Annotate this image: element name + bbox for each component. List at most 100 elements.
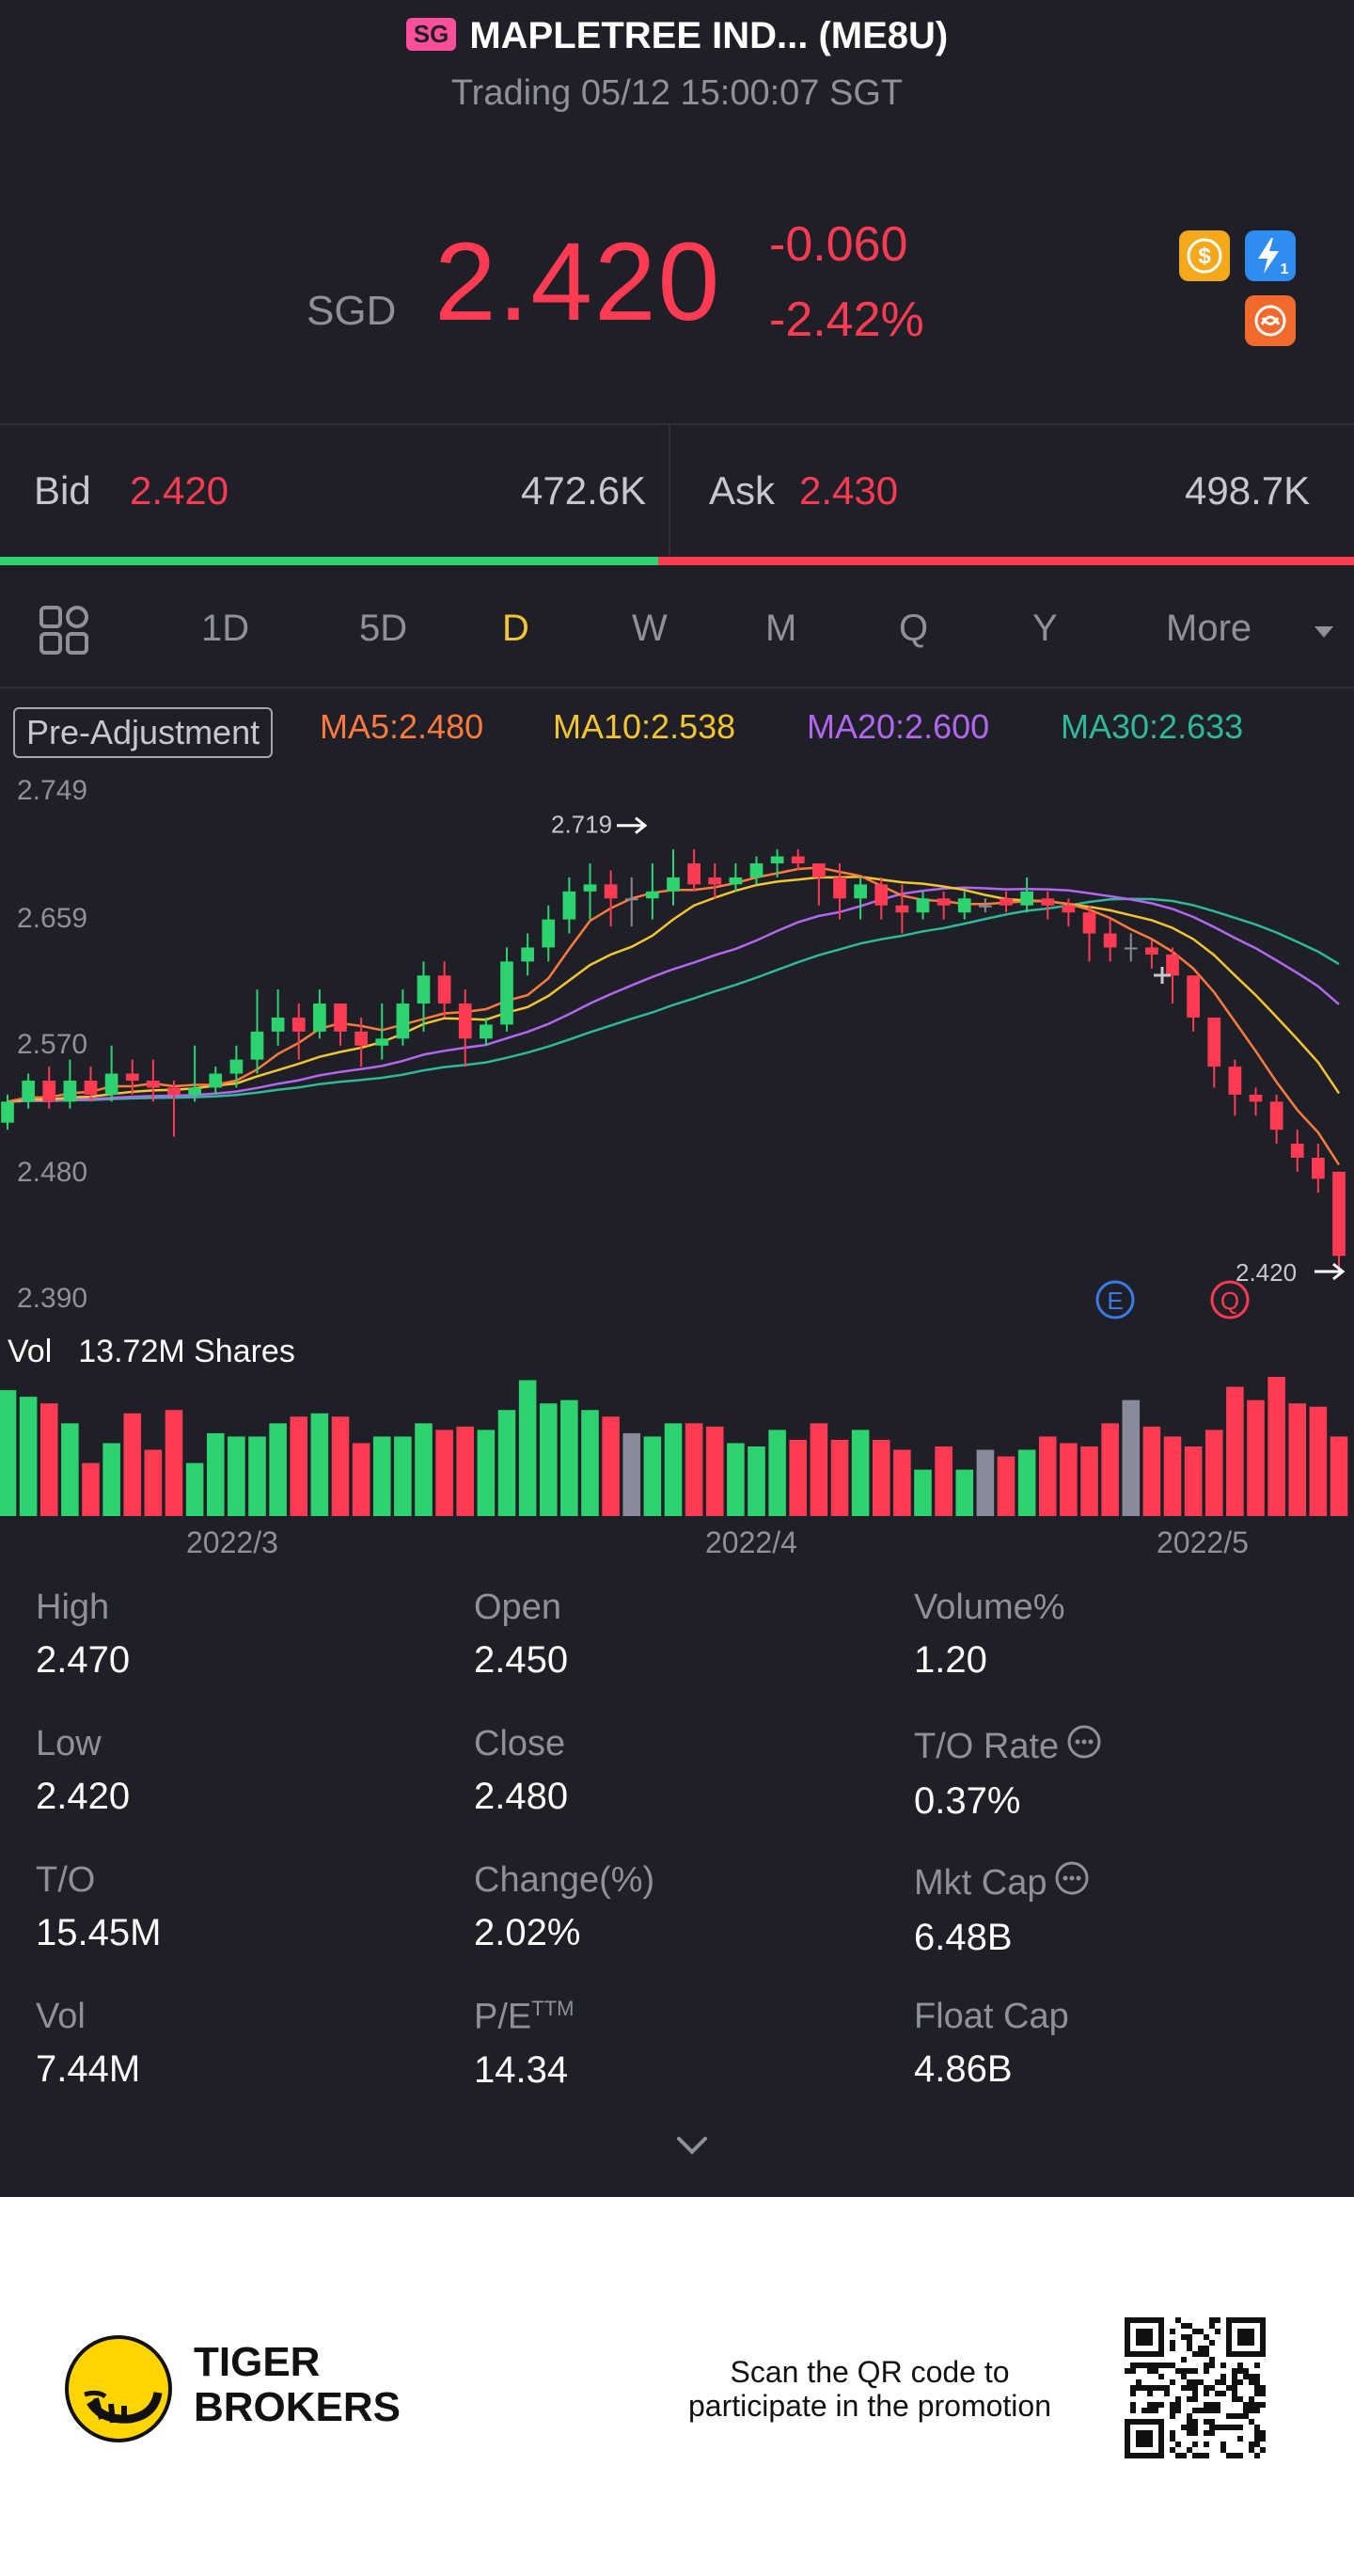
stat-value: 2.470 [36,1639,131,1681]
y-tick-label: 2.570 [17,1029,88,1060]
pre-adjustment-button[interactable]: Pre-Adjustment [13,707,274,758]
stats-grid: High 2.470 Open 2.450 Volume% 1.20 Low 2.420… [0,1588,1354,2114]
candle-body [604,884,618,899]
volume-bar [1017,1449,1036,1516]
candle-body [812,863,826,877]
info-dots-icon[interactable] [1066,1724,1102,1769]
y-tick-label: 2.659 [17,903,88,934]
tab-5d[interactable]: 5D [359,608,408,649]
volume-bar [372,1436,391,1516]
stat-label: Change(%) [474,1860,655,1900]
candle-body [749,863,764,877]
trading-status: Trading 05/12 15:00:07 SGT [450,73,904,113]
volume-bar [935,1446,953,1516]
tiger-logo-icon [64,2334,173,2448]
volume-bar [102,1443,120,1516]
candle-body [624,898,638,901]
high-price-marker: 2.719 [551,811,612,839]
candle-body [84,1081,98,1095]
volume-bar [1288,1403,1307,1516]
candle-body [1082,912,1096,934]
volume-bar [19,1397,38,1516]
bid-ask-panel: Bid 2.420 472.6K Ask 2.430 498.7K [0,423,1354,559]
volume-bar [497,1410,516,1516]
candlestick-chart[interactable]: 2.719 2.420 E Q [0,771,1354,1345]
candle-body [1249,1094,1263,1102]
volume-bar [1038,1436,1057,1516]
brand-line1: TIGER [194,2339,321,2385]
candle-body [22,1081,35,1102]
volume-bar [1142,1426,1161,1516]
volume-bar [269,1423,287,1516]
candle-body [313,1004,326,1032]
volume-bar [1226,1386,1244,1516]
dollar-glyph: $ [1198,244,1211,269]
volume-bar [1060,1443,1078,1516]
candle-body [1290,1144,1304,1158]
candle-body [458,1004,472,1039]
candle-body [42,1081,56,1102]
tab-w[interactable]: W [632,608,668,649]
stock-name: MAPLETREE IND... (ME8U) [469,15,949,56]
tab-more[interactable]: More [1166,608,1252,649]
options-badge-icon[interactable] [1245,295,1296,346]
info-dots-icon[interactable] [1054,1860,1090,1905]
candle-body [1166,954,1179,976]
candle-body [937,898,951,906]
candle-body [437,975,451,1004]
volume-bar [39,1403,58,1516]
volume-bar [435,1430,453,1516]
stat-label: P/E [474,1997,532,2037]
candle-body [1,1101,14,1123]
volume-bar [1184,1446,1203,1516]
grid-menu-icon[interactable] [38,604,90,661]
volume-bar [1247,1399,1265,1516]
earnings-event-icon [1095,1280,1135,1320]
candle-body [770,856,784,864]
tab-d[interactable]: D [502,608,529,649]
tab-q[interactable]: Q [899,608,929,649]
tabs-separator [0,687,1354,688]
candle-body [1207,1017,1221,1067]
qr-code-icon[interactable] [1125,2317,1266,2463]
stat-value: 1.20 [914,1639,987,1681]
volume-bar [1204,1430,1223,1516]
quarterly-event-icon [1210,1280,1250,1320]
expand-chevron-icon[interactable] [673,2133,711,2162]
volume-bar [0,1390,17,1516]
volume-bar [82,1462,100,1516]
stat-label: T/O Rate [914,1726,1060,1766]
volume-bar [539,1403,558,1516]
candle-body [480,1024,493,1039]
stat-label: Volume% [914,1588,1065,1627]
bid-price: 2.420 [130,468,229,513]
tab-y[interactable]: Y [1032,608,1058,649]
volume-bar [248,1436,266,1516]
candle-body [833,877,846,899]
volume-bar [394,1436,412,1516]
tab-1d[interactable]: 1D [201,608,250,649]
stat-label: Vol [36,1997,86,2036]
y-tick-label: 2.480 [17,1157,88,1188]
high-arrow-icon [617,816,648,834]
volume-bar [768,1430,786,1516]
candle-body [521,947,534,962]
price-change-percent: -2.42% [769,292,924,347]
ma20-line [7,886,1340,1103]
dropdown-triangle-icon[interactable] [1313,624,1335,644]
ma5-line [7,866,1341,1166]
lightning-level1-icon[interactable]: 1 [1245,230,1296,281]
promo-line2: participate in the promotion [688,2389,1051,2423]
volume-bar [1080,1446,1098,1516]
bid-ask-divider [669,425,670,555]
volume-bar [602,1416,620,1516]
tab-m[interactable]: M [765,608,797,649]
candle-body [334,1004,347,1032]
ma5-label: MA5:2.480 [320,707,484,746]
volume-label: Vol 13.72M Shares [8,1334,295,1370]
brand-line2: BROKERS [194,2384,401,2430]
candle-body [1187,975,1200,1018]
stat-label: Open [474,1588,561,1627]
candle-body [209,1073,223,1088]
dollar-badge-icon[interactable]: $ [1179,230,1230,281]
